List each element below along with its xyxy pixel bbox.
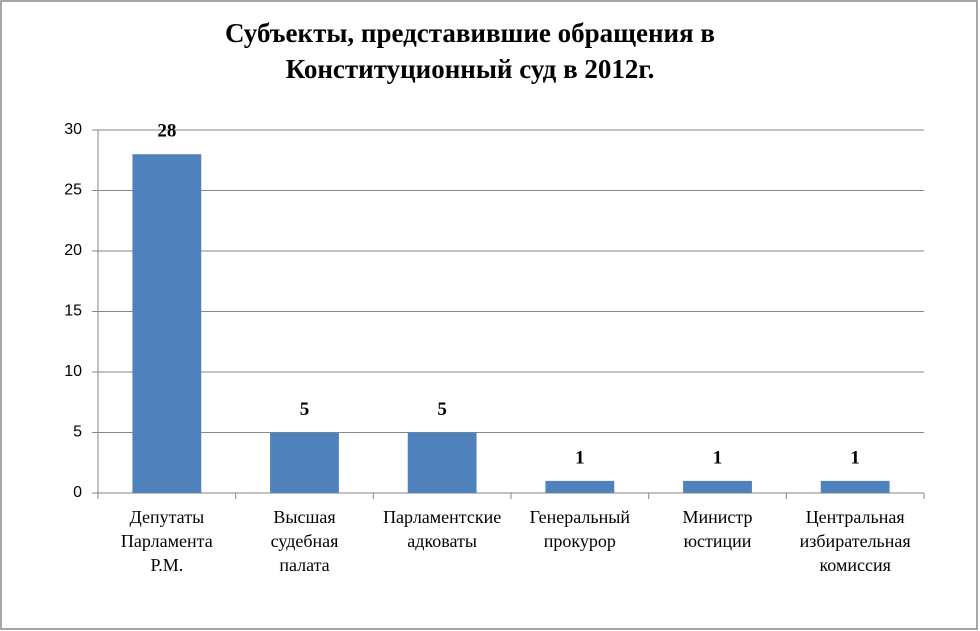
y-tick-label: 0 <box>73 484 82 501</box>
x-tick-label: Высшая судебная палата <box>271 507 339 575</box>
bar <box>132 154 202 493</box>
x-tick-label: Генеральный прокурор <box>530 507 631 551</box>
bar <box>545 480 615 493</box>
x-tick-label: Министр юстиции <box>683 507 753 551</box>
value-label: 1 <box>575 447 585 468</box>
y-tick-label: 20 <box>64 242 82 259</box>
y-tick-label: 30 <box>64 121 82 138</box>
y-tick-label: 25 <box>64 182 82 199</box>
value-label: 1 <box>713 447 723 468</box>
value-label: 5 <box>437 399 447 420</box>
bar <box>270 432 339 493</box>
y-tick-label: 15 <box>64 303 82 320</box>
bar <box>683 480 752 493</box>
bar <box>407 432 477 493</box>
value-label: 28 <box>157 121 176 142</box>
chart-title: Конституционный суд в 2012г. <box>286 54 655 84</box>
chart-title: Субъекты, представившие обращения в <box>225 18 715 48</box>
y-tick-label: 5 <box>73 424 82 441</box>
x-tick-label: Депутаты Парламента Р.М. <box>121 507 213 575</box>
value-label: 1 <box>850 447 860 468</box>
y-tick-label: 10 <box>64 363 82 380</box>
value-label: 5 <box>300 399 310 420</box>
bar <box>820 480 890 493</box>
x-tick-label: Парламентские адковаты <box>383 507 501 551</box>
x-tick-label: Центральная избирательная комиссия <box>800 507 911 575</box>
